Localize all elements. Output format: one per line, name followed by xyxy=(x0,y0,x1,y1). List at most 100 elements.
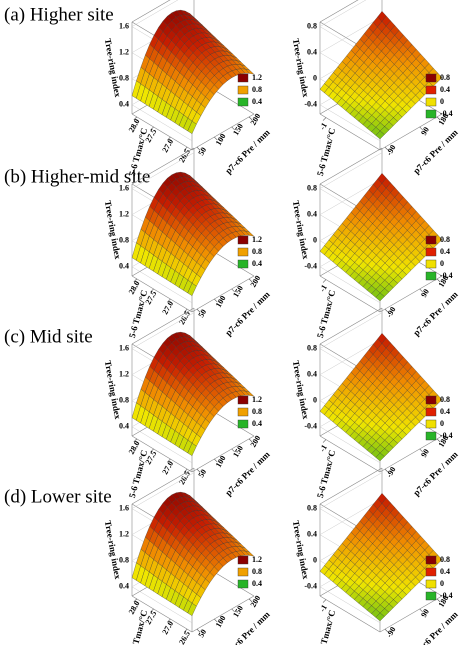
z-tick-label: 0.8 xyxy=(307,21,317,30)
x-tick-label: 50 xyxy=(196,628,208,639)
legend-swatch xyxy=(425,97,437,107)
legend-label: 0.4 xyxy=(440,247,450,256)
z-tick-label: 0.4 xyxy=(307,47,317,56)
z-tick-label: 1.2 xyxy=(119,369,129,378)
x-tick-label: 90 xyxy=(419,447,431,458)
z-tick-label: 1.6 xyxy=(119,183,129,192)
grid-line xyxy=(319,312,383,349)
axis-frame xyxy=(131,435,193,473)
y-tick-label: 26.5 xyxy=(177,629,192,645)
x-tick-mark xyxy=(419,126,423,131)
grid-line xyxy=(131,586,193,624)
y-tick-mark xyxy=(133,278,138,283)
legend-swatch xyxy=(425,567,437,577)
legend-swatch xyxy=(425,259,437,269)
surface-patch xyxy=(187,442,197,456)
x-tick-label: -90 xyxy=(384,305,397,319)
y-tick-mark xyxy=(167,136,171,141)
legend-label: 0.4 xyxy=(252,419,262,428)
legend-label: 0.4 xyxy=(440,567,450,576)
legend-swatch xyxy=(425,109,437,119)
z-tick-label: 1.6 xyxy=(119,503,129,512)
grid-line xyxy=(131,472,195,509)
surface-patch xyxy=(375,130,385,140)
x-tick-label: 150 xyxy=(231,284,245,299)
panel-title: (a) Higher site xyxy=(4,4,114,25)
x-tick-mark xyxy=(196,308,201,313)
x-tick-label: 200 xyxy=(249,274,263,289)
z-tick-label: 0.8 xyxy=(119,74,129,83)
grid-line xyxy=(319,498,383,535)
x-tick-mark xyxy=(436,278,441,283)
grid-line xyxy=(131,266,193,304)
y-axis-label: 5-6 Tmax/°C xyxy=(315,449,337,499)
x-tick-mark xyxy=(248,278,253,283)
axis-frame xyxy=(319,147,383,185)
x-tick-mark xyxy=(231,126,235,131)
x-tick-mark xyxy=(196,628,201,633)
x-tick-mark xyxy=(436,438,441,443)
legend-swatch xyxy=(425,419,437,429)
grid-line xyxy=(319,16,383,53)
z-tick-label: -0.4 xyxy=(304,422,317,431)
x-tick-mark xyxy=(248,116,253,121)
x-tick-mark xyxy=(419,608,423,613)
x-axis-label: p7-c6 Pre / mm xyxy=(411,449,460,498)
axis-frame xyxy=(131,113,193,151)
x-tick-label: 90 xyxy=(419,607,431,618)
legend-label: 1.2 xyxy=(252,555,262,564)
z-tick-label: 0.4 xyxy=(307,529,317,538)
x-tick-mark xyxy=(214,298,218,303)
legend-swatch xyxy=(425,407,437,417)
legend-swatch xyxy=(237,85,249,95)
surface-patch xyxy=(187,282,197,296)
axis-frame xyxy=(319,275,381,313)
legend-swatch xyxy=(425,85,437,95)
z-tick-label: 1.6 xyxy=(119,21,129,30)
legend-swatch xyxy=(237,555,249,565)
z-tick-label: 0 xyxy=(313,236,317,245)
legend-swatch xyxy=(237,259,249,269)
x-tick-label: -90 xyxy=(384,465,397,479)
x-tick-mark xyxy=(384,628,389,633)
legend-label: 0.4 xyxy=(252,97,262,106)
legend-label: 1.2 xyxy=(252,235,262,244)
x-axis-label: p7-c6 Pre / mm xyxy=(411,127,460,176)
legend-swatch xyxy=(425,271,437,281)
y-tick-mark xyxy=(322,439,327,443)
y-tick-mark xyxy=(322,279,327,283)
axis-frame xyxy=(379,275,443,313)
y-axis-label: 5-6 Tmax/°C xyxy=(315,609,337,645)
legend-swatch xyxy=(237,395,249,405)
legend-label: 0 xyxy=(440,97,444,106)
grid-line xyxy=(319,266,381,304)
x-axis-label: p7-c6 Pre / mm xyxy=(411,289,460,338)
legend-label: 0.8 xyxy=(440,235,450,244)
axis-frame xyxy=(131,147,195,185)
x-tick-mark xyxy=(214,458,218,463)
axis-frame xyxy=(319,467,383,505)
x-tick-mark xyxy=(436,598,441,603)
legend-swatch xyxy=(425,431,437,441)
legend-swatch xyxy=(237,579,249,589)
axis-frame xyxy=(131,595,193,633)
y-tick-mark xyxy=(150,288,154,293)
legend-label: 0.8 xyxy=(440,395,450,404)
legend-label: 0 xyxy=(440,579,444,588)
z-tick-label: 0 xyxy=(313,396,317,405)
x-tick-mark xyxy=(248,438,253,443)
y-axis-label: 5-6 Tmax/°C xyxy=(127,289,149,339)
z-tick-label: 1.2 xyxy=(119,209,129,218)
x-tick-label: 100 xyxy=(214,454,228,469)
legend-label: 0.4 xyxy=(252,259,262,268)
z-tick-label: 0.8 xyxy=(119,396,129,405)
x-tick-mark xyxy=(231,608,235,613)
surface-patch xyxy=(375,452,385,462)
y-tick-label: 27.0 xyxy=(160,299,175,316)
legend-label: -0.4 xyxy=(440,271,453,280)
z-tick-label: -0.4 xyxy=(304,582,317,591)
z-tick-label: -0.4 xyxy=(304,262,317,271)
